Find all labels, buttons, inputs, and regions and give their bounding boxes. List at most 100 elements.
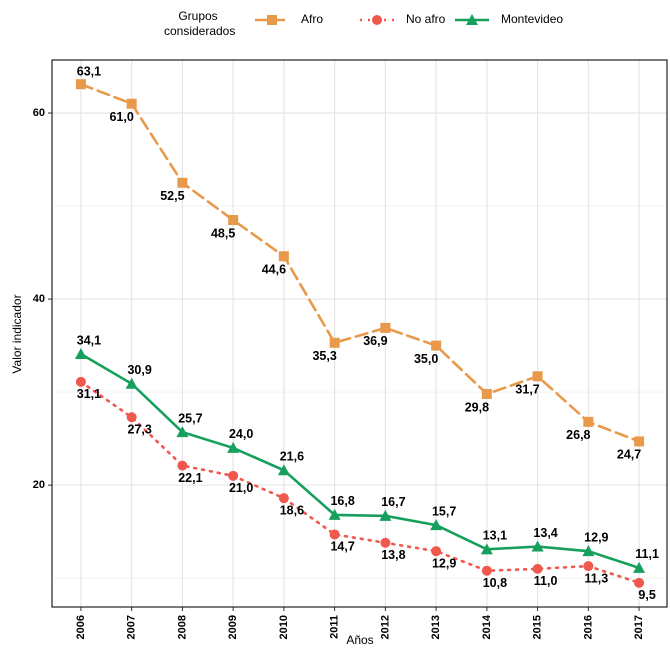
value-label: 31,7 [515,383,539,397]
legend-title: Grupos considerados [161,9,236,38]
marker [531,540,544,552]
marker [379,509,392,521]
panel-border [51,59,668,608]
x-tick-label: 2014 [481,614,493,639]
x-tick-label: 2011 [329,615,341,639]
marker [582,545,595,557]
value-label: 18,6 [280,503,304,517]
value-label: 24,0 [229,427,253,441]
x-tick-label: 2010 [278,615,290,639]
y-tick-label: 20 [33,479,45,491]
marker [278,493,289,504]
value-label: 11,0 [534,574,558,588]
value-label: 63,1 [77,64,101,78]
marker [125,377,138,389]
marker [480,543,493,555]
x-tick-label: 2009 [227,615,239,639]
value-label: 29,8 [465,400,489,414]
legend-label: No afro [406,12,446,26]
marker [634,577,645,588]
marker [431,340,442,351]
x-tick-label: 2006 [75,615,87,639]
value-label: 35,3 [312,349,336,363]
value-label: 52,5 [160,189,184,203]
marker [278,251,289,262]
value-label: 12,9 [584,530,608,544]
value-label: 15,7 [432,504,456,518]
value-label: 21,6 [280,450,304,464]
x-tick-label: 2012 [379,615,391,639]
marker [633,561,646,573]
x-tick-label: 2016 [582,615,594,639]
x-axis-title: Años [346,633,373,647]
marker [126,98,137,109]
value-label: 10,8 [483,576,507,590]
value-label: 13,1 [483,529,507,543]
value-label: 16,8 [330,494,354,508]
y-axis-title: Valor indicador [10,294,24,373]
marker [372,15,382,25]
value-label: 36,9 [363,334,387,348]
legend-label: Montevideo [501,12,563,26]
marker [75,79,86,90]
value-label: 35,0 [414,352,438,366]
legend-title-line: considerados [161,24,236,38]
value-label: 26,8 [566,428,590,442]
value-label: 61,0 [109,110,133,124]
value-label: 16,7 [381,495,405,509]
x-tick-label: 2015 [532,615,544,639]
y-tick-label: 60 [33,107,45,119]
marker [126,412,137,423]
value-label: 14,7 [330,540,354,554]
legend-label: Afro [301,12,323,26]
value-label: 13,8 [381,548,405,562]
value-label: 12,9 [432,556,456,570]
marker [177,177,188,188]
y-tick-label: 40 [33,293,45,305]
marker [466,14,478,25]
marker [532,563,543,574]
x-tick-label: 2008 [176,615,188,639]
marker [328,508,341,520]
marker [329,337,340,348]
marker [267,15,277,25]
marker [228,470,239,481]
marker [228,215,239,226]
value-label: 11,3 [585,571,609,585]
marker [176,426,189,438]
value-label: 13,4 [533,526,557,540]
value-label: 11,1 [635,547,659,561]
legend-item: Afro [255,12,323,26]
marker [277,464,290,476]
value-label: 27,3 [127,423,151,437]
value-label: 30,9 [127,363,151,377]
value-label: 34,1 [77,333,101,347]
marker [380,537,391,548]
x-tick-label: 2017 [633,615,645,639]
value-label: 21,0 [229,481,253,495]
x-tick-label: 2007 [126,615,138,639]
series-line [79,352,641,570]
marker [227,441,240,453]
x-tick-label: 2013 [430,615,442,639]
marker [430,519,443,531]
marker [481,565,492,576]
series-line [79,82,641,443]
marker [532,371,543,382]
marker [329,529,340,540]
value-label: 31,1 [77,387,101,401]
marker [583,561,594,572]
value-label: 48,5 [211,226,235,240]
legend-title-line: Grupos [178,9,217,23]
value-label: 9,5 [638,588,655,602]
value-label: 25,7 [178,411,202,425]
marker [380,322,391,333]
marker [634,436,645,447]
value-label: 22,1 [178,471,202,485]
series-line [79,380,641,585]
marker [177,460,188,471]
value-label: 24,7 [617,448,641,462]
marker [75,376,86,387]
marker [431,546,442,557]
